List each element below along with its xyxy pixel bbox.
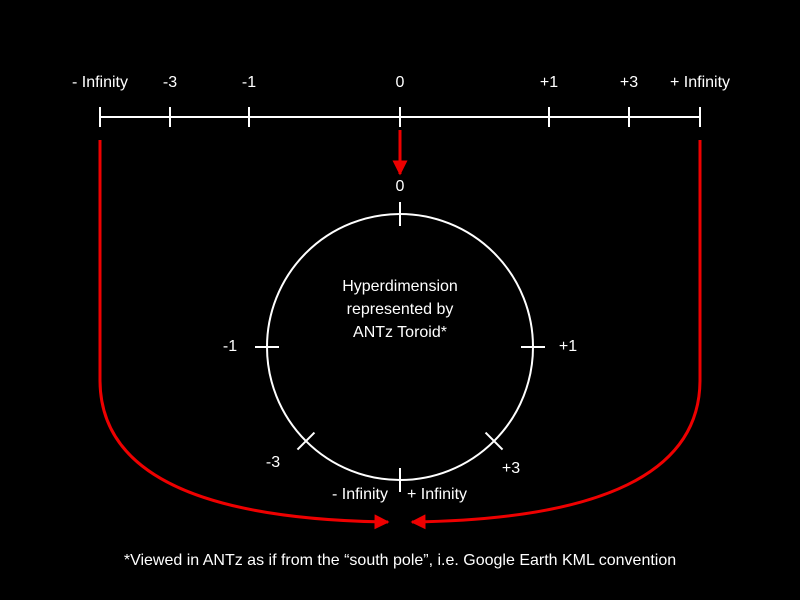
number-line-label: + Infinity [670, 74, 730, 91]
footnote: *Viewed in ANTz as if from the “south po… [124, 552, 676, 569]
caption: ANTz Toroid* [353, 324, 447, 341]
number-line-label: +1 [540, 74, 558, 91]
arrow-right-curve [410, 140, 702, 530]
tick [484, 431, 504, 451]
caption: Hyperdimension [342, 278, 458, 295]
toroid-label: +3 [502, 460, 520, 477]
number-line-label: -3 [163, 74, 177, 91]
toroid-label: + Infinity [407, 486, 467, 503]
number-line-ticks [99, 107, 701, 127]
toroid-label: -3 [266, 454, 280, 471]
toroid-label: 0 [396, 178, 405, 195]
number-line-label: +3 [620, 74, 638, 91]
number-line-label: 0 [396, 74, 405, 91]
tick [296, 431, 316, 451]
toroid-label: - Infinity [332, 486, 388, 503]
caption: represented by [347, 301, 454, 318]
toroid-label: -1 [223, 338, 237, 355]
number-line-label: - Infinity [72, 74, 128, 91]
arrow-left-curve [98, 140, 390, 530]
number-line-label: -1 [242, 74, 256, 91]
toroid-ticks [255, 202, 545, 492]
toroid-label: +1 [559, 338, 577, 355]
